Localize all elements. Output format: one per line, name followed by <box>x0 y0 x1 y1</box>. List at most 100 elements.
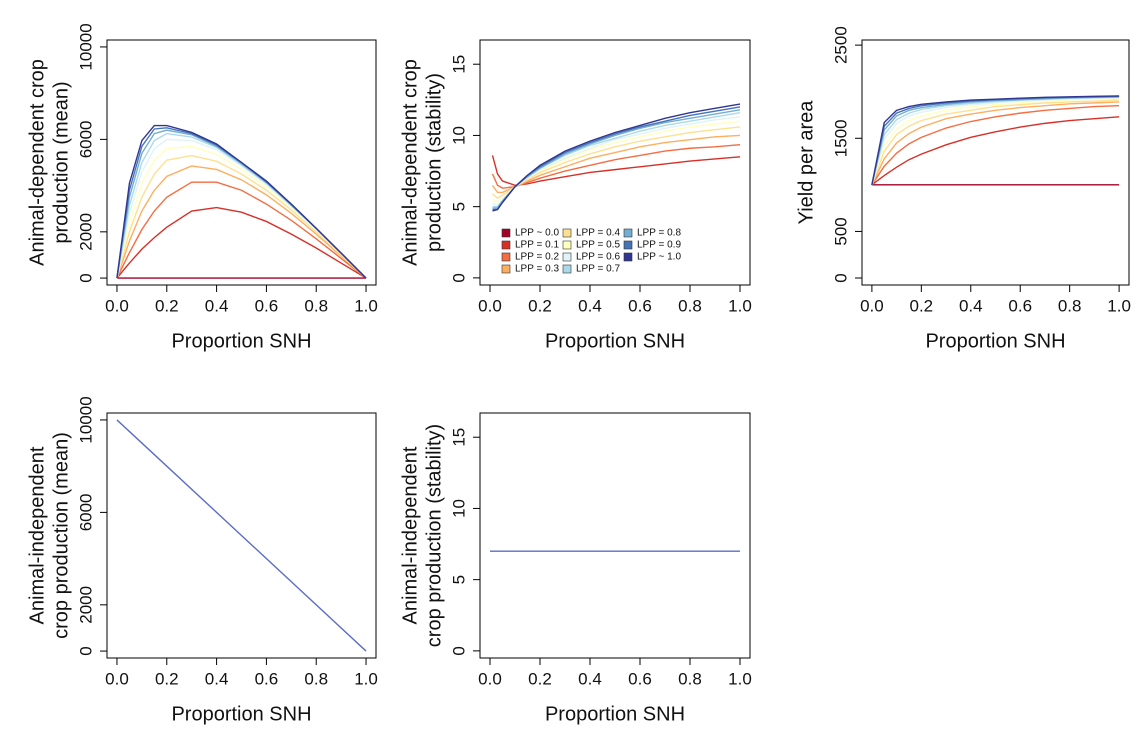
legend-label: LPP = 0.4 <box>576 228 620 239</box>
x-tick-label: 0.8 <box>1058 296 1082 315</box>
legend-swatch <box>501 228 511 238</box>
x-tick-label: 0.8 <box>678 296 702 315</box>
legend-label: LPP = 0.9 <box>637 240 681 251</box>
data-line <box>871 99 1120 186</box>
y-axis-label: Yield per area <box>795 100 817 225</box>
data-line <box>871 104 1120 186</box>
plot-frame <box>479 412 751 659</box>
legend-swatch <box>562 264 572 274</box>
x-tick-label: 0.0 <box>478 296 502 315</box>
x-tick-label: 0.0 <box>860 296 884 315</box>
data-line <box>116 181 367 279</box>
y-axis-label: crop production (mean) <box>50 432 72 639</box>
x-axis-label: Proportion SNH <box>545 330 685 352</box>
x-axis-label: Proportion SNH <box>171 330 311 352</box>
x-tick-label: 0.6 <box>1008 296 1032 315</box>
x-tick-label: 0.0 <box>105 296 129 315</box>
data-line <box>116 124 367 279</box>
plot-frame <box>479 39 751 286</box>
y-axis-label: Animal-independent <box>26 446 48 624</box>
plot-frame <box>861 39 1130 286</box>
data-line <box>871 116 1120 186</box>
legend-swatch <box>501 240 511 250</box>
x-tick-label: 0.4 <box>205 296 229 315</box>
x-tick-label: 1.0 <box>1107 296 1131 315</box>
x-tick-label: 0.8 <box>304 296 328 315</box>
data-line <box>491 134 741 194</box>
data-line <box>492 109 741 209</box>
y-axis-label: production (mean) <box>50 81 72 243</box>
y-tick-label: 5 <box>449 575 468 584</box>
data-line <box>492 103 741 212</box>
x-tick-label: 0.2 <box>910 296 934 315</box>
data-line <box>116 419 367 652</box>
y-tick-label: 0 <box>449 273 468 282</box>
y-tick-label: 0 <box>76 646 95 655</box>
legend-swatch <box>623 240 633 250</box>
data-line <box>871 95 1120 185</box>
x-tick-label: 0.2 <box>155 296 179 315</box>
y-tick-label: 10 <box>449 499 468 518</box>
x-tick-label: 1.0 <box>354 296 378 315</box>
data-line <box>871 101 1120 186</box>
legend-label: LPP = 0.6 <box>576 252 620 263</box>
plot-frame <box>106 412 377 659</box>
y-tick-label: 6000 <box>76 493 95 531</box>
data-line <box>116 206 367 279</box>
x-tick-label: 0.6 <box>628 296 652 315</box>
plot-frame <box>106 39 377 286</box>
x-axis-label: Proportion SNH <box>925 330 1065 352</box>
x-tick-label: 1.0 <box>728 296 752 315</box>
legend-swatch <box>623 228 633 238</box>
legend-label: LPP = 0.3 <box>515 264 559 275</box>
x-tick-label: 0.0 <box>478 669 502 688</box>
y-tick-label: 15 <box>449 55 468 74</box>
y-tick-label: 2000 <box>76 213 95 251</box>
data-line <box>491 155 741 187</box>
data-line <box>871 97 1120 186</box>
legend-label: LPP = 0.8 <box>637 228 681 239</box>
y-axis-label: production (stability) <box>423 73 445 252</box>
x-tick-label: 1.0 <box>354 669 378 688</box>
data-line <box>116 165 367 279</box>
x-tick-label: 1.0 <box>728 669 752 688</box>
legend-swatch <box>623 252 633 262</box>
data-line <box>116 154 367 279</box>
legend-swatch <box>562 252 572 262</box>
legend-swatch <box>501 264 511 274</box>
legend-label: LPP = 0.1 <box>515 240 559 251</box>
y-tick-label: 0 <box>76 273 95 282</box>
legend-label: LPP ~ 0.0 <box>515 228 559 239</box>
legend-swatch <box>501 252 511 262</box>
y-tick-label: 2000 <box>76 586 95 624</box>
x-tick-label: 0.6 <box>255 296 279 315</box>
legend-swatch <box>562 228 572 238</box>
y-axis-label: Animal-dependent crop <box>26 59 48 266</box>
x-tick-label: 0.2 <box>528 296 552 315</box>
y-tick-label: 2500 <box>831 26 850 64</box>
x-tick-label: 0.2 <box>528 669 552 688</box>
y-tick-label: 6000 <box>76 120 95 158</box>
x-tick-label: 0.4 <box>205 669 229 688</box>
data-line <box>492 116 741 207</box>
y-tick-label: 10 <box>449 126 468 145</box>
y-tick-label: 1500 <box>831 119 850 157</box>
legend-swatch <box>562 240 572 250</box>
x-tick-label: 0.6 <box>255 669 279 688</box>
data-line <box>871 97 1120 186</box>
y-tick-label: 10000 <box>76 23 95 70</box>
y-axis-label: Animal-independent <box>399 446 421 624</box>
x-tick-label: 0.2 <box>155 669 179 688</box>
x-tick-label: 0.6 <box>628 669 652 688</box>
x-tick-label: 0.4 <box>578 669 602 688</box>
data-line <box>116 138 367 279</box>
y-tick-label: 0 <box>449 646 468 655</box>
x-tick-label: 0.8 <box>304 669 328 688</box>
y-axis-label: Animal-dependent crop <box>399 59 421 266</box>
legend-label: LPP = 0.7 <box>576 264 620 275</box>
y-tick-label: 5 <box>449 202 468 211</box>
x-tick-label: 0.8 <box>678 669 702 688</box>
x-axis-label: Proportion SNH <box>171 703 311 725</box>
